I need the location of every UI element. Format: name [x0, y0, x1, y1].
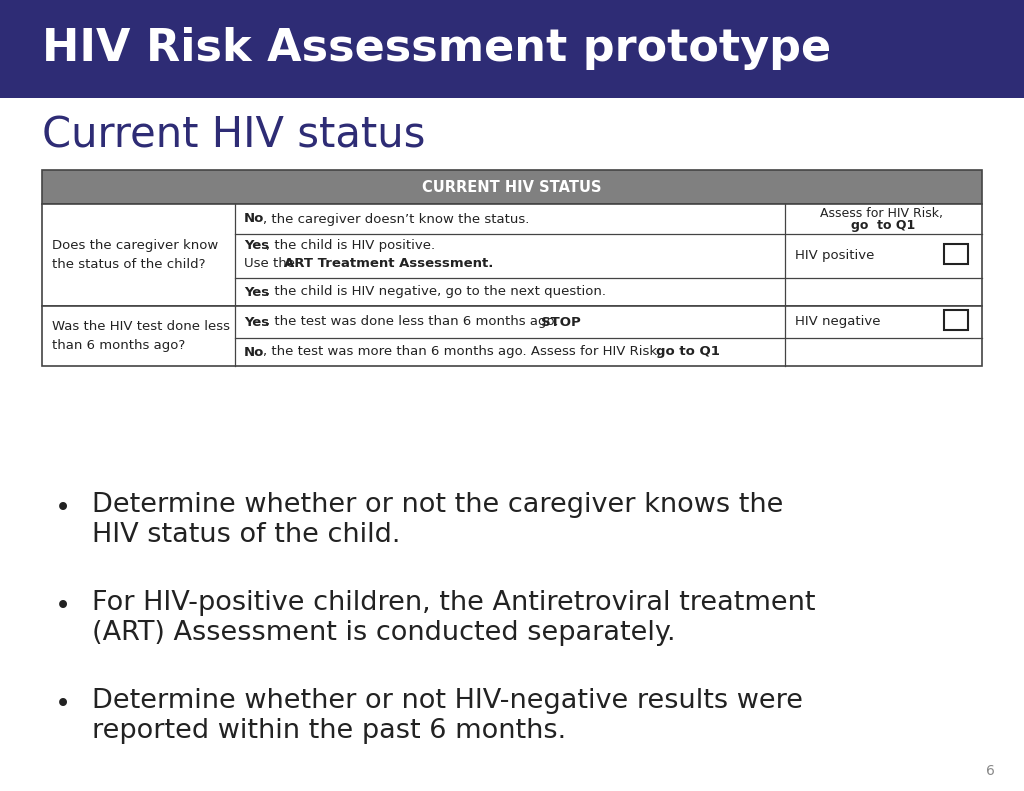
Text: HIV status of the child.: HIV status of the child. — [92, 522, 400, 548]
Text: STOP: STOP — [541, 316, 581, 328]
Text: Does the caregiver know
the status of the child?: Does the caregiver know the status of th… — [52, 239, 218, 271]
Text: , the child is HIV negative, go to the next question.: , the child is HIV negative, go to the n… — [266, 286, 606, 298]
Text: Current HIV status: Current HIV status — [42, 115, 425, 157]
Text: go to Q1: go to Q1 — [656, 346, 720, 358]
Text: ART Treatment Assessment.: ART Treatment Assessment. — [284, 257, 494, 270]
Bar — [42, 306, 982, 366]
Text: Was the HIV test done less
than 6 months ago?: Was the HIV test done less than 6 months… — [52, 320, 230, 352]
Text: HIV positive: HIV positive — [795, 249, 874, 263]
Text: , the child is HIV positive.: , the child is HIV positive. — [266, 239, 435, 252]
Text: Yes: Yes — [244, 286, 269, 298]
Text: go  to Q1: go to Q1 — [851, 219, 915, 233]
Bar — [944, 310, 968, 330]
Text: No: No — [244, 213, 264, 225]
Text: , the caregiver doesn’t know the status.: , the caregiver doesn’t know the status. — [263, 213, 529, 225]
Text: , the test was more than 6 months ago. Assess for HIV Risk,: , the test was more than 6 months ago. A… — [263, 346, 666, 358]
Text: HIV negative: HIV negative — [795, 316, 881, 328]
Text: Use the: Use the — [244, 257, 299, 270]
Text: No: No — [244, 346, 264, 358]
Text: HIV Risk Assessment prototype: HIV Risk Assessment prototype — [42, 28, 831, 70]
Text: •: • — [55, 496, 71, 522]
Text: (ART) Assessment is conducted separately.: (ART) Assessment is conducted separately… — [92, 620, 676, 646]
Text: Assess for HIV Risk,: Assess for HIV Risk, — [820, 206, 947, 219]
Text: CURRENT HIV STATUS: CURRENT HIV STATUS — [422, 180, 602, 195]
Text: •: • — [55, 594, 71, 620]
Bar — [944, 244, 968, 264]
Text: For HIV-positive children, the Antiretroviral treatment: For HIV-positive children, the Antiretro… — [92, 590, 815, 616]
Text: •: • — [55, 692, 71, 718]
Text: Determine whether or not the caregiver knows the: Determine whether or not the caregiver k… — [92, 492, 783, 518]
Text: 6: 6 — [986, 764, 995, 778]
Text: , the test was done less than 6 months ago.: , the test was done less than 6 months a… — [266, 316, 563, 328]
Text: reported within the past 6 months.: reported within the past 6 months. — [92, 718, 566, 744]
Bar — [42, 204, 982, 306]
Text: Yes: Yes — [244, 239, 269, 252]
Bar — [42, 170, 982, 204]
Text: Yes: Yes — [244, 316, 269, 328]
Text: Determine whether or not HIV-negative results were: Determine whether or not HIV-negative re… — [92, 688, 803, 714]
Bar — [0, 0, 1024, 98]
